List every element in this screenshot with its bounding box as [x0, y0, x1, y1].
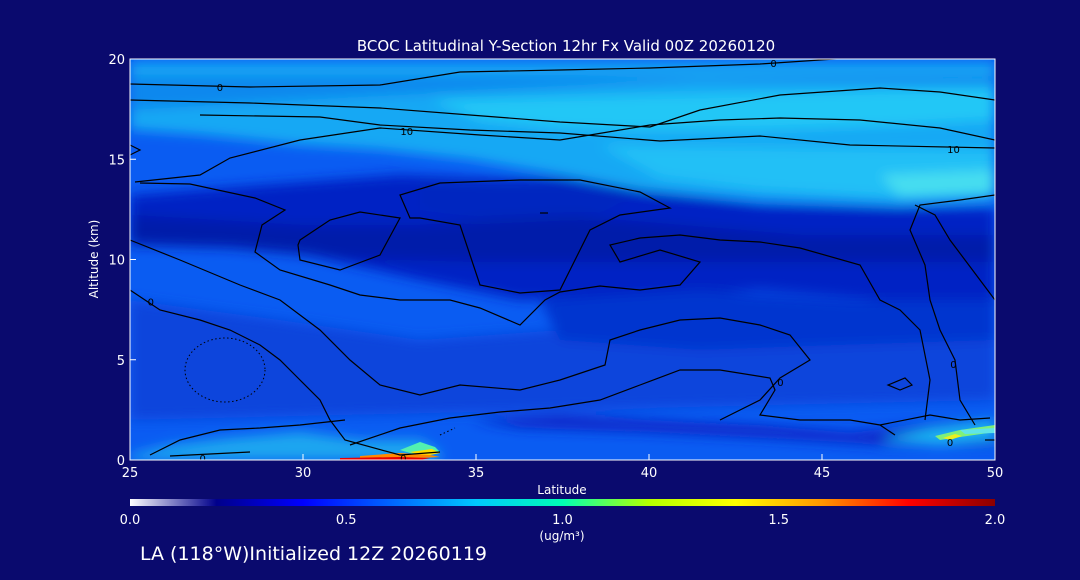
contour-dotted-surface	[439, 427, 456, 436]
contour-surface-left	[149, 419, 346, 456]
contour-left-outer	[139, 182, 931, 421]
y-tick-label: 0	[117, 454, 125, 469]
contour-lines	[130, 59, 995, 457]
contour-dotted	[184, 337, 266, 403]
plot-area: 0 0 10 10 0 0 0 0 0 0	[130, 59, 995, 465]
contour-top-2	[130, 87, 995, 128]
contour-label: 0	[199, 454, 205, 465]
contour-label: 0	[950, 360, 956, 371]
field-mid-darkest	[130, 215, 995, 262]
contour-upper-loop	[134, 117, 995, 183]
colorbar-tick-label: 0.5	[336, 513, 357, 528]
x-tick-label: 35	[468, 466, 485, 481]
y-tick-label: 10	[108, 254, 125, 269]
x-tick-label: 40	[641, 466, 658, 481]
y-axis: 0 5 10 15 20	[108, 53, 136, 469]
x-tick-label: 30	[295, 466, 312, 481]
field-low-patch	[540, 290, 995, 350]
y-tick-label: 20	[108, 53, 125, 68]
field-surface-cyan-right	[880, 420, 995, 445]
colorbar-ticks: 0.0 0.5 1.0 1.5 2.0	[120, 513, 1006, 528]
contour-surface-min	[169, 451, 251, 457]
colorbar-bar	[130, 499, 995, 506]
x-axis-label: Latitude	[537, 483, 586, 497]
contour-label: 0	[770, 59, 776, 70]
contour-left-loop	[297, 211, 401, 271]
contour-label: 0	[148, 298, 154, 309]
chart-title: BCOC Latitudinal Y-Section 12hr Fx Valid…	[357, 37, 775, 55]
y-tick-label: 15	[108, 153, 125, 168]
colorbar-tick-label: 2.0	[985, 513, 1006, 528]
field-hotspot-red	[340, 457, 430, 460]
field-surface-dark	[470, 415, 995, 445]
field-surface-cyan-left	[130, 432, 440, 460]
field-hotspot-right-cyan	[960, 428, 995, 434]
contour-labels: 0 0 10 10 0 0 0 0 0 0	[148, 59, 960, 465]
contour-right-surface	[879, 414, 991, 426]
contour-left-lower	[130, 239, 811, 421]
contour-right-loop	[886, 377, 914, 391]
field-mid-dark-patch	[420, 178, 640, 220]
x-axis: 25 30 35 40 45 50	[122, 454, 1004, 481]
contour-bottom-mid	[349, 369, 896, 446]
field-upper-pale	[880, 170, 995, 196]
contour-label: 10	[400, 127, 413, 138]
contour-right-2	[914, 204, 995, 301]
colorbar-tick-label: 1.0	[552, 513, 573, 528]
field-upper-mid	[130, 75, 995, 110]
contour-left-bottom	[130, 289, 441, 456]
x-tick-label: 25	[122, 466, 139, 481]
contour-label: 10	[947, 145, 960, 156]
y-tick-label: 5	[117, 354, 125, 369]
init-caption: LA (118°W)Initialized 12Z 20260119	[140, 543, 487, 565]
colorbar-tick-label: 0.0	[120, 513, 141, 528]
contour-top-3	[199, 114, 995, 149]
contour-top-1	[130, 59, 845, 88]
field-hotspot-yellow	[410, 449, 440, 456]
field-hotspot-right-yellow	[943, 434, 962, 440]
contour-label: 0	[777, 378, 783, 389]
contour-dome	[399, 179, 672, 294]
contour-label: 0	[947, 438, 953, 449]
contour-left-edge	[130, 144, 142, 156]
x-tick-label: 50	[987, 466, 1004, 481]
colorbar-unit: (ug/m³)	[539, 529, 584, 543]
contour-label: 0	[400, 454, 406, 465]
contour-right-1	[909, 194, 995, 426]
contour-label: 0	[217, 83, 223, 94]
colorbar: 0.0 0.5 1.0 1.5 2.0 (ug/m³)	[120, 499, 1006, 543]
x-tick-label: 45	[814, 466, 831, 481]
colorbar-tick-label: 1.5	[768, 513, 789, 528]
y-axis-label: Altitude (km)	[87, 220, 101, 299]
